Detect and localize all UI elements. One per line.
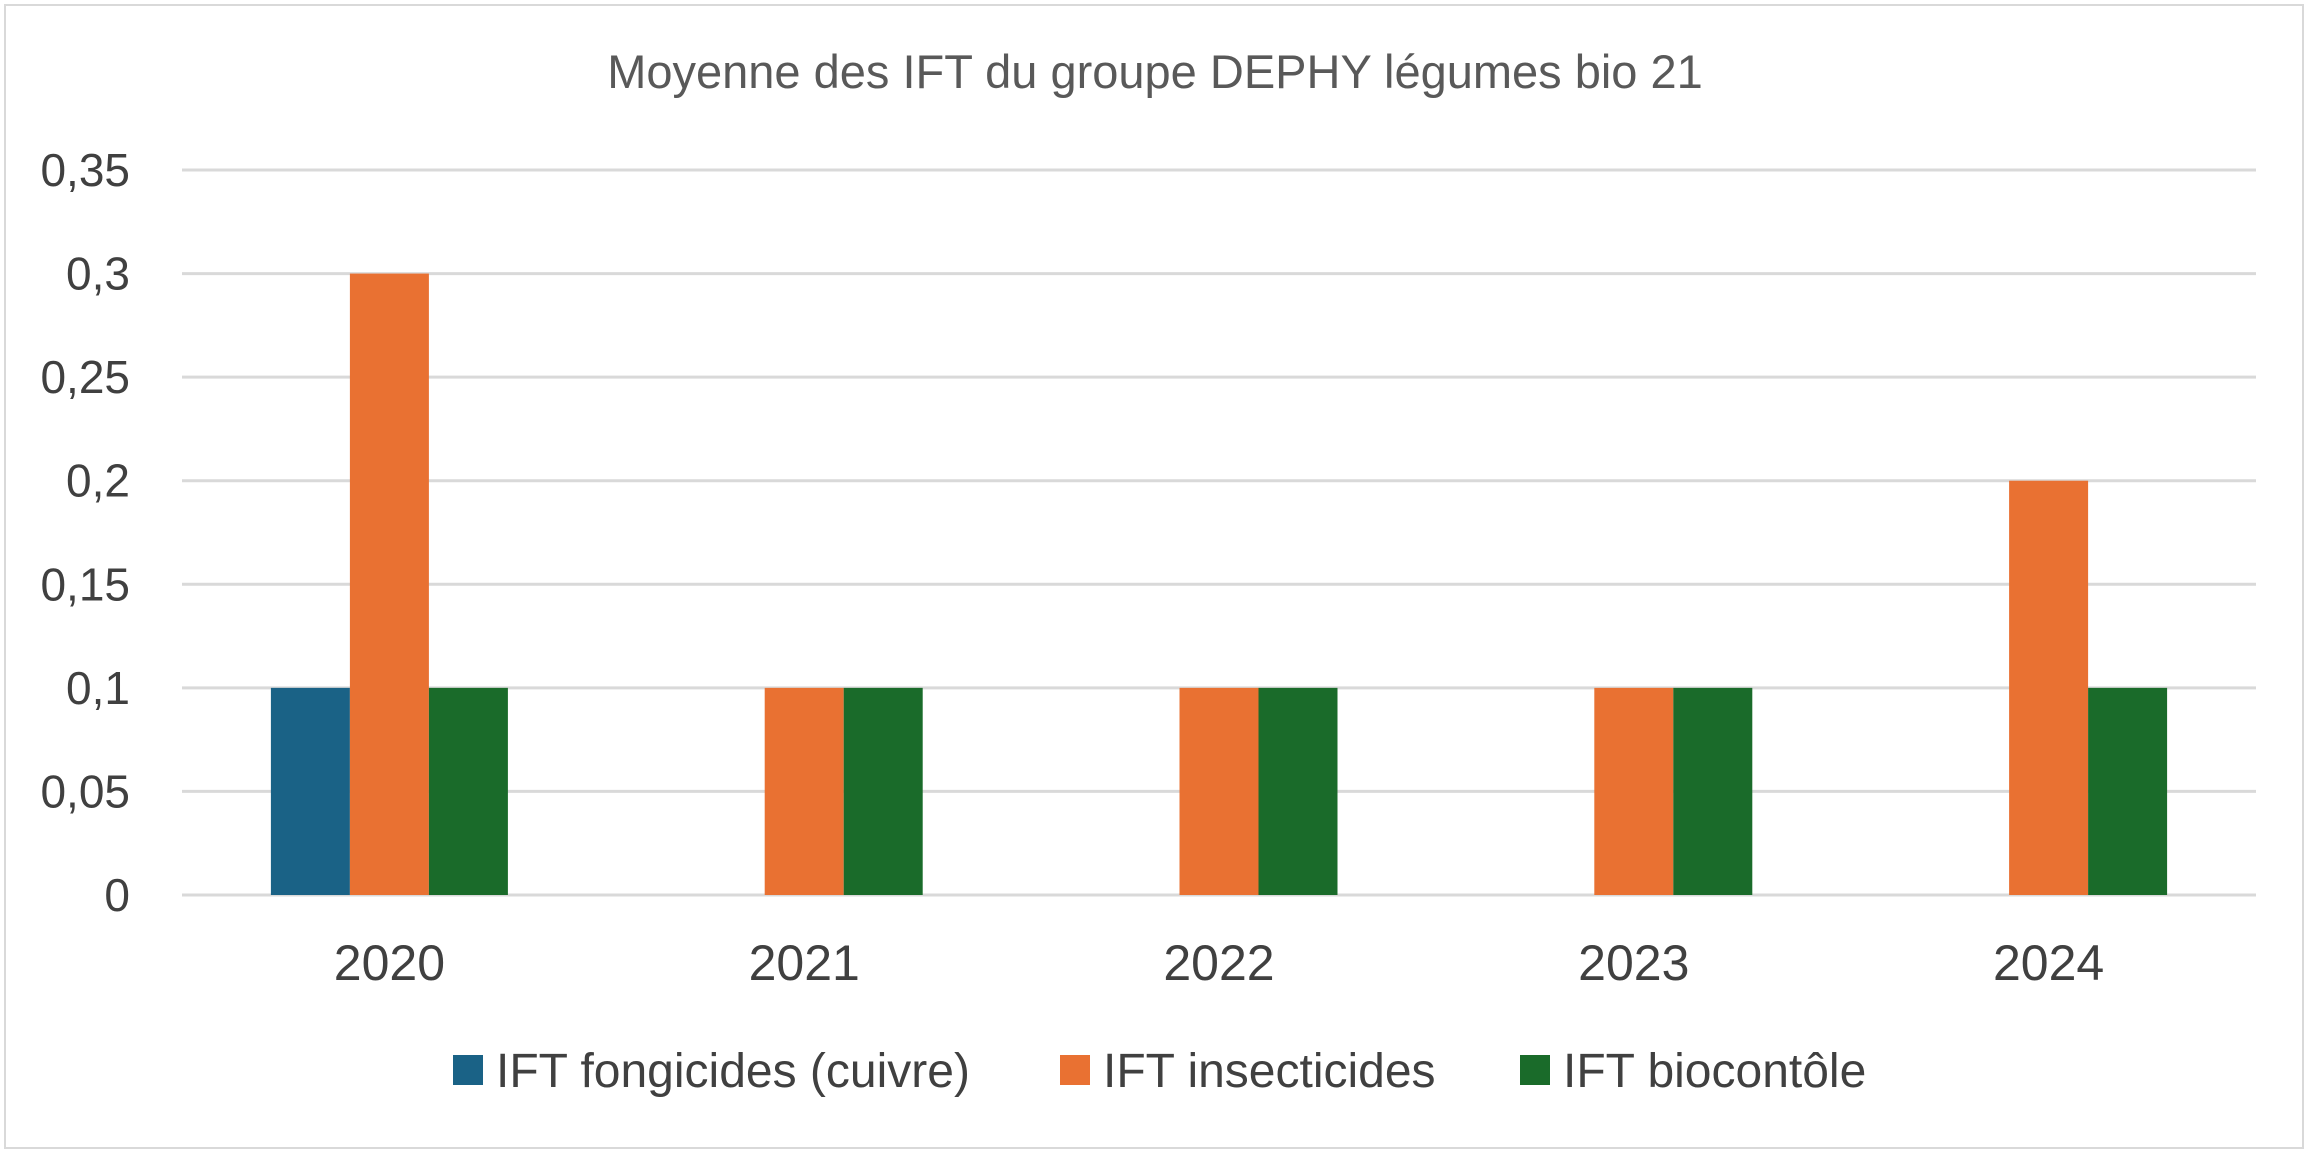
x-axis-ticks: 2020 2021 2022 2023 2024 bbox=[334, 935, 2104, 991]
bar-2021-series-2 bbox=[843, 687, 923, 895]
y-tick-label: 0,25 bbox=[40, 351, 130, 403]
y-tick-label: 0,2 bbox=[66, 455, 130, 507]
x-tick-label: 2023 bbox=[1578, 935, 1689, 991]
legend-swatch bbox=[1060, 1055, 1090, 1085]
bar-2021-series-1 bbox=[764, 687, 844, 895]
x-tick-label: 2020 bbox=[334, 935, 445, 991]
y-tick-label: 0,05 bbox=[40, 765, 130, 817]
bar-2020-series-0 bbox=[270, 687, 350, 895]
bar-2023-series-1 bbox=[1594, 687, 1674, 895]
legend-swatch bbox=[1520, 1055, 1550, 1085]
y-axis-ticks: 0 0,05 0,1 0,15 0,2 0,25 0,3 0,35 bbox=[40, 144, 130, 921]
y-tick-label: 0 bbox=[104, 869, 130, 921]
bar-2022-series-2 bbox=[1258, 687, 1338, 895]
legend-label: IFT fongicides (cuivre) bbox=[496, 1045, 970, 1098]
y-tick-label: 0,3 bbox=[66, 248, 130, 300]
bar-2023-series-2 bbox=[1673, 687, 1753, 895]
legend-swatch bbox=[453, 1055, 483, 1085]
y-tick-label: 0,15 bbox=[40, 558, 130, 610]
chart-title: Moyenne des IFT du groupe DEPHY légumes … bbox=[607, 45, 1703, 98]
x-tick-label: 2022 bbox=[1163, 935, 1274, 991]
bar-2020-series-2 bbox=[428, 687, 508, 895]
bar-2024-series-2 bbox=[2088, 687, 2168, 895]
y-tick-label: 0,35 bbox=[40, 144, 130, 196]
bars bbox=[270, 273, 2168, 896]
bar-2020-series-1 bbox=[349, 273, 429, 896]
bar-2022-series-1 bbox=[1179, 687, 1259, 895]
x-tick-label: 2024 bbox=[1993, 935, 2104, 991]
bar-2024-series-1 bbox=[2009, 480, 2089, 895]
legend: IFT fongicides (cuivre) IFT insecticides I… bbox=[453, 1045, 1866, 1098]
x-tick-label: 2021 bbox=[749, 935, 860, 991]
gridlines bbox=[182, 168, 2256, 897]
y-tick-label: 0,1 bbox=[66, 662, 130, 714]
legend-label: IFT insecticides bbox=[1103, 1045, 1436, 1098]
legend-label: IFT biocontôle bbox=[1563, 1045, 1866, 1098]
